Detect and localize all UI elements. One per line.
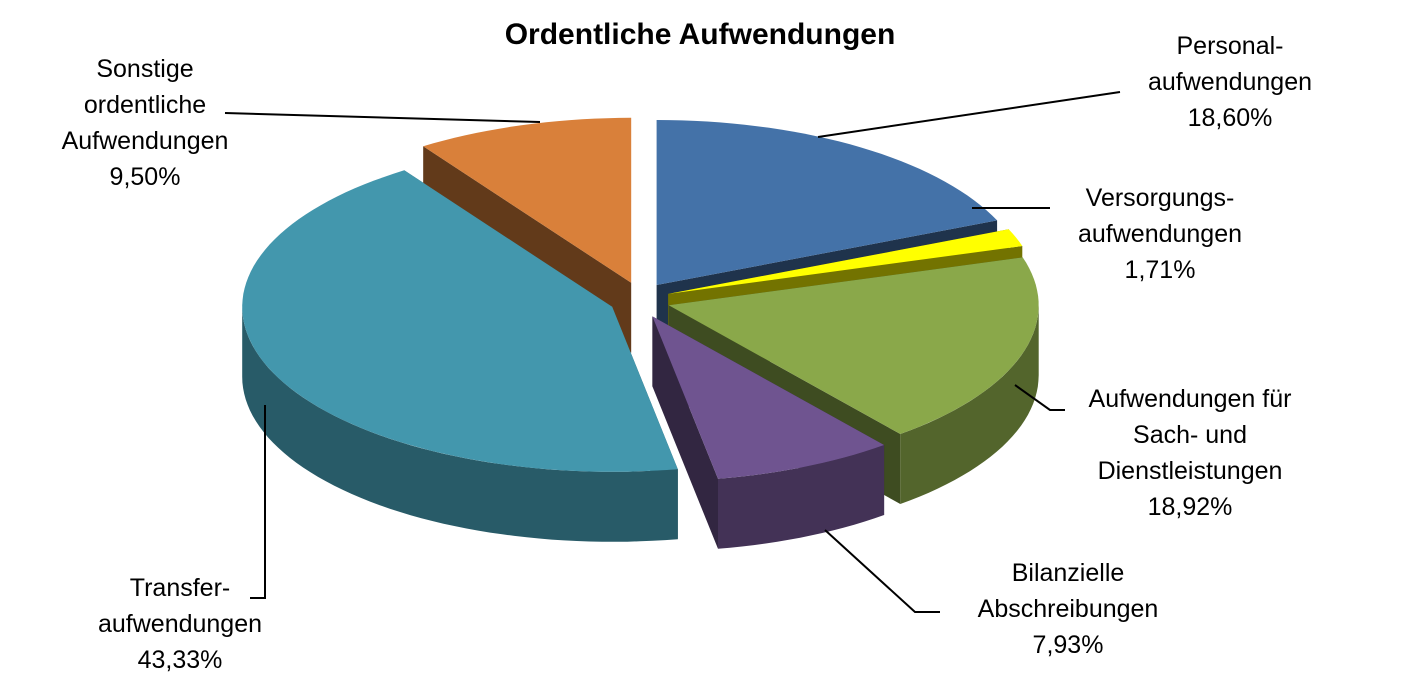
value-label: 7,93% bbox=[1032, 631, 1104, 659]
data-label: Versorgungs- aufwendungen 1,71% bbox=[1078, 180, 1242, 288]
data-label: Transfer- aufwendungen 43,33% bbox=[98, 570, 262, 678]
category-label: Bilanzielle Abschreibungen bbox=[977, 559, 1159, 623]
slice-side bbox=[900, 305, 1039, 504]
value-label: 18,92% bbox=[1147, 493, 1233, 521]
value-label: 18,60% bbox=[1187, 104, 1273, 132]
value-label: 9,50% bbox=[109, 163, 181, 191]
slice-side bbox=[718, 445, 885, 549]
value-label: 1,71% bbox=[1124, 256, 1196, 284]
slice bbox=[668, 257, 1039, 434]
leader-line bbox=[224, 112, 541, 123]
slice bbox=[652, 316, 885, 479]
data-label: Aufwendungen für Sach- und Dienstleistun… bbox=[1089, 381, 1292, 525]
slice-tops bbox=[242, 117, 1039, 479]
leader-line bbox=[250, 405, 266, 599]
value-label: 43,33% bbox=[137, 646, 223, 674]
category-label: Aufwendungen für Sach- und Dienstleistun… bbox=[1088, 385, 1292, 485]
data-label: Sonstige ordentliche Aufwendungen 9,50% bbox=[62, 51, 229, 195]
slice bbox=[423, 117, 632, 283]
slice bbox=[668, 229, 1023, 294]
data-label: Bilanzielle Abschreibungen 7,93% bbox=[978, 555, 1159, 663]
slice bbox=[656, 120, 998, 285]
leader-line bbox=[824, 529, 940, 613]
slice-wall bbox=[652, 316, 718, 549]
category-label: Personal- aufwendungen bbox=[1147, 32, 1313, 96]
slice bbox=[242, 170, 678, 472]
leader-line bbox=[1014, 384, 1065, 411]
data-label: Personal- aufwendungen 18,60% bbox=[1148, 28, 1312, 136]
category-label: Sonstige ordentliche Aufwendungen bbox=[61, 55, 229, 155]
slice-sides bbox=[242, 305, 1039, 549]
leader-line bbox=[817, 91, 1121, 138]
chart-title: Ordentliche Aufwendungen bbox=[504, 18, 896, 51]
category-label: Transfer- aufwendungen bbox=[97, 574, 263, 638]
slice-side bbox=[242, 306, 678, 542]
category-label: Versorgungs- aufwendungen bbox=[1077, 184, 1243, 248]
